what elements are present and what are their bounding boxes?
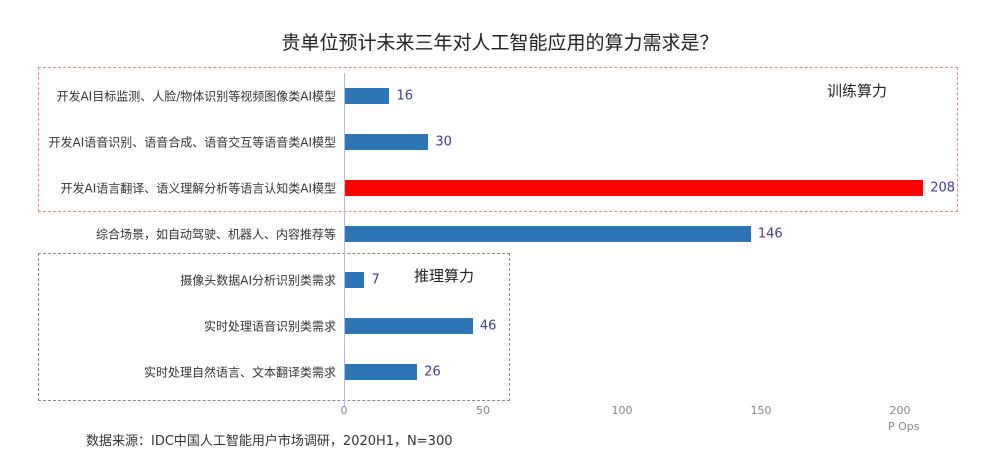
- inference-group-frame: [38, 253, 510, 401]
- value-label: 7: [371, 272, 380, 288]
- bar: [345, 134, 429, 150]
- training-group-label: 训练算力: [827, 82, 888, 100]
- data-source-note: 数据来源：IDC中国人工智能用户市场调研，2020H1，N=300: [86, 434, 453, 449]
- chart-title: 贵单位预计未来三年对人工智能应用的算力需求是？: [281, 32, 719, 54]
- category-label: 开发AI语言翻译、语义理解分析等语言认知类AI模型: [60, 181, 337, 196]
- y-axis-line: [344, 73, 345, 406]
- category-label: 摄像头数据AI分析识别类需求: [180, 273, 336, 288]
- bar: [345, 226, 751, 242]
- bar: [345, 364, 418, 380]
- category-label: 实时处理自然语言、文本翻译类需求: [143, 365, 336, 380]
- x-axis-unit: P Ops: [888, 420, 920, 433]
- x-tick-label: 0: [340, 404, 348, 417]
- x-tick-label: 50: [476, 404, 490, 417]
- value-label: 146: [757, 226, 783, 242]
- value-label: 46: [479, 318, 497, 334]
- value-label: 30: [435, 134, 452, 150]
- category-label: 实时处理语音识别类需求: [203, 319, 336, 334]
- bar: [345, 272, 365, 288]
- x-tick-label: 100: [611, 404, 633, 417]
- value-label: 26: [424, 364, 441, 380]
- value-label: 208: [930, 180, 956, 196]
- x-tick-label: 200: [889, 404, 911, 417]
- bar: [345, 180, 924, 196]
- x-tick-label: 150: [750, 404, 772, 417]
- category-label: 综合场景，如自动驾驶、机器人、内容推荐等: [95, 227, 336, 242]
- category-label: 开发AI语音识别、语音合成、语音交互等语音类AI模型: [48, 135, 337, 150]
- training-group-frame: [38, 67, 958, 212]
- bar: [345, 318, 473, 334]
- value-label: 16: [396, 88, 414, 104]
- category-label: 开发AI目标监测、人脸/物体识别等视频图像类AI模型: [56, 89, 336, 104]
- inference-group-label: 推理算力: [414, 267, 475, 285]
- bar: [345, 88, 390, 104]
